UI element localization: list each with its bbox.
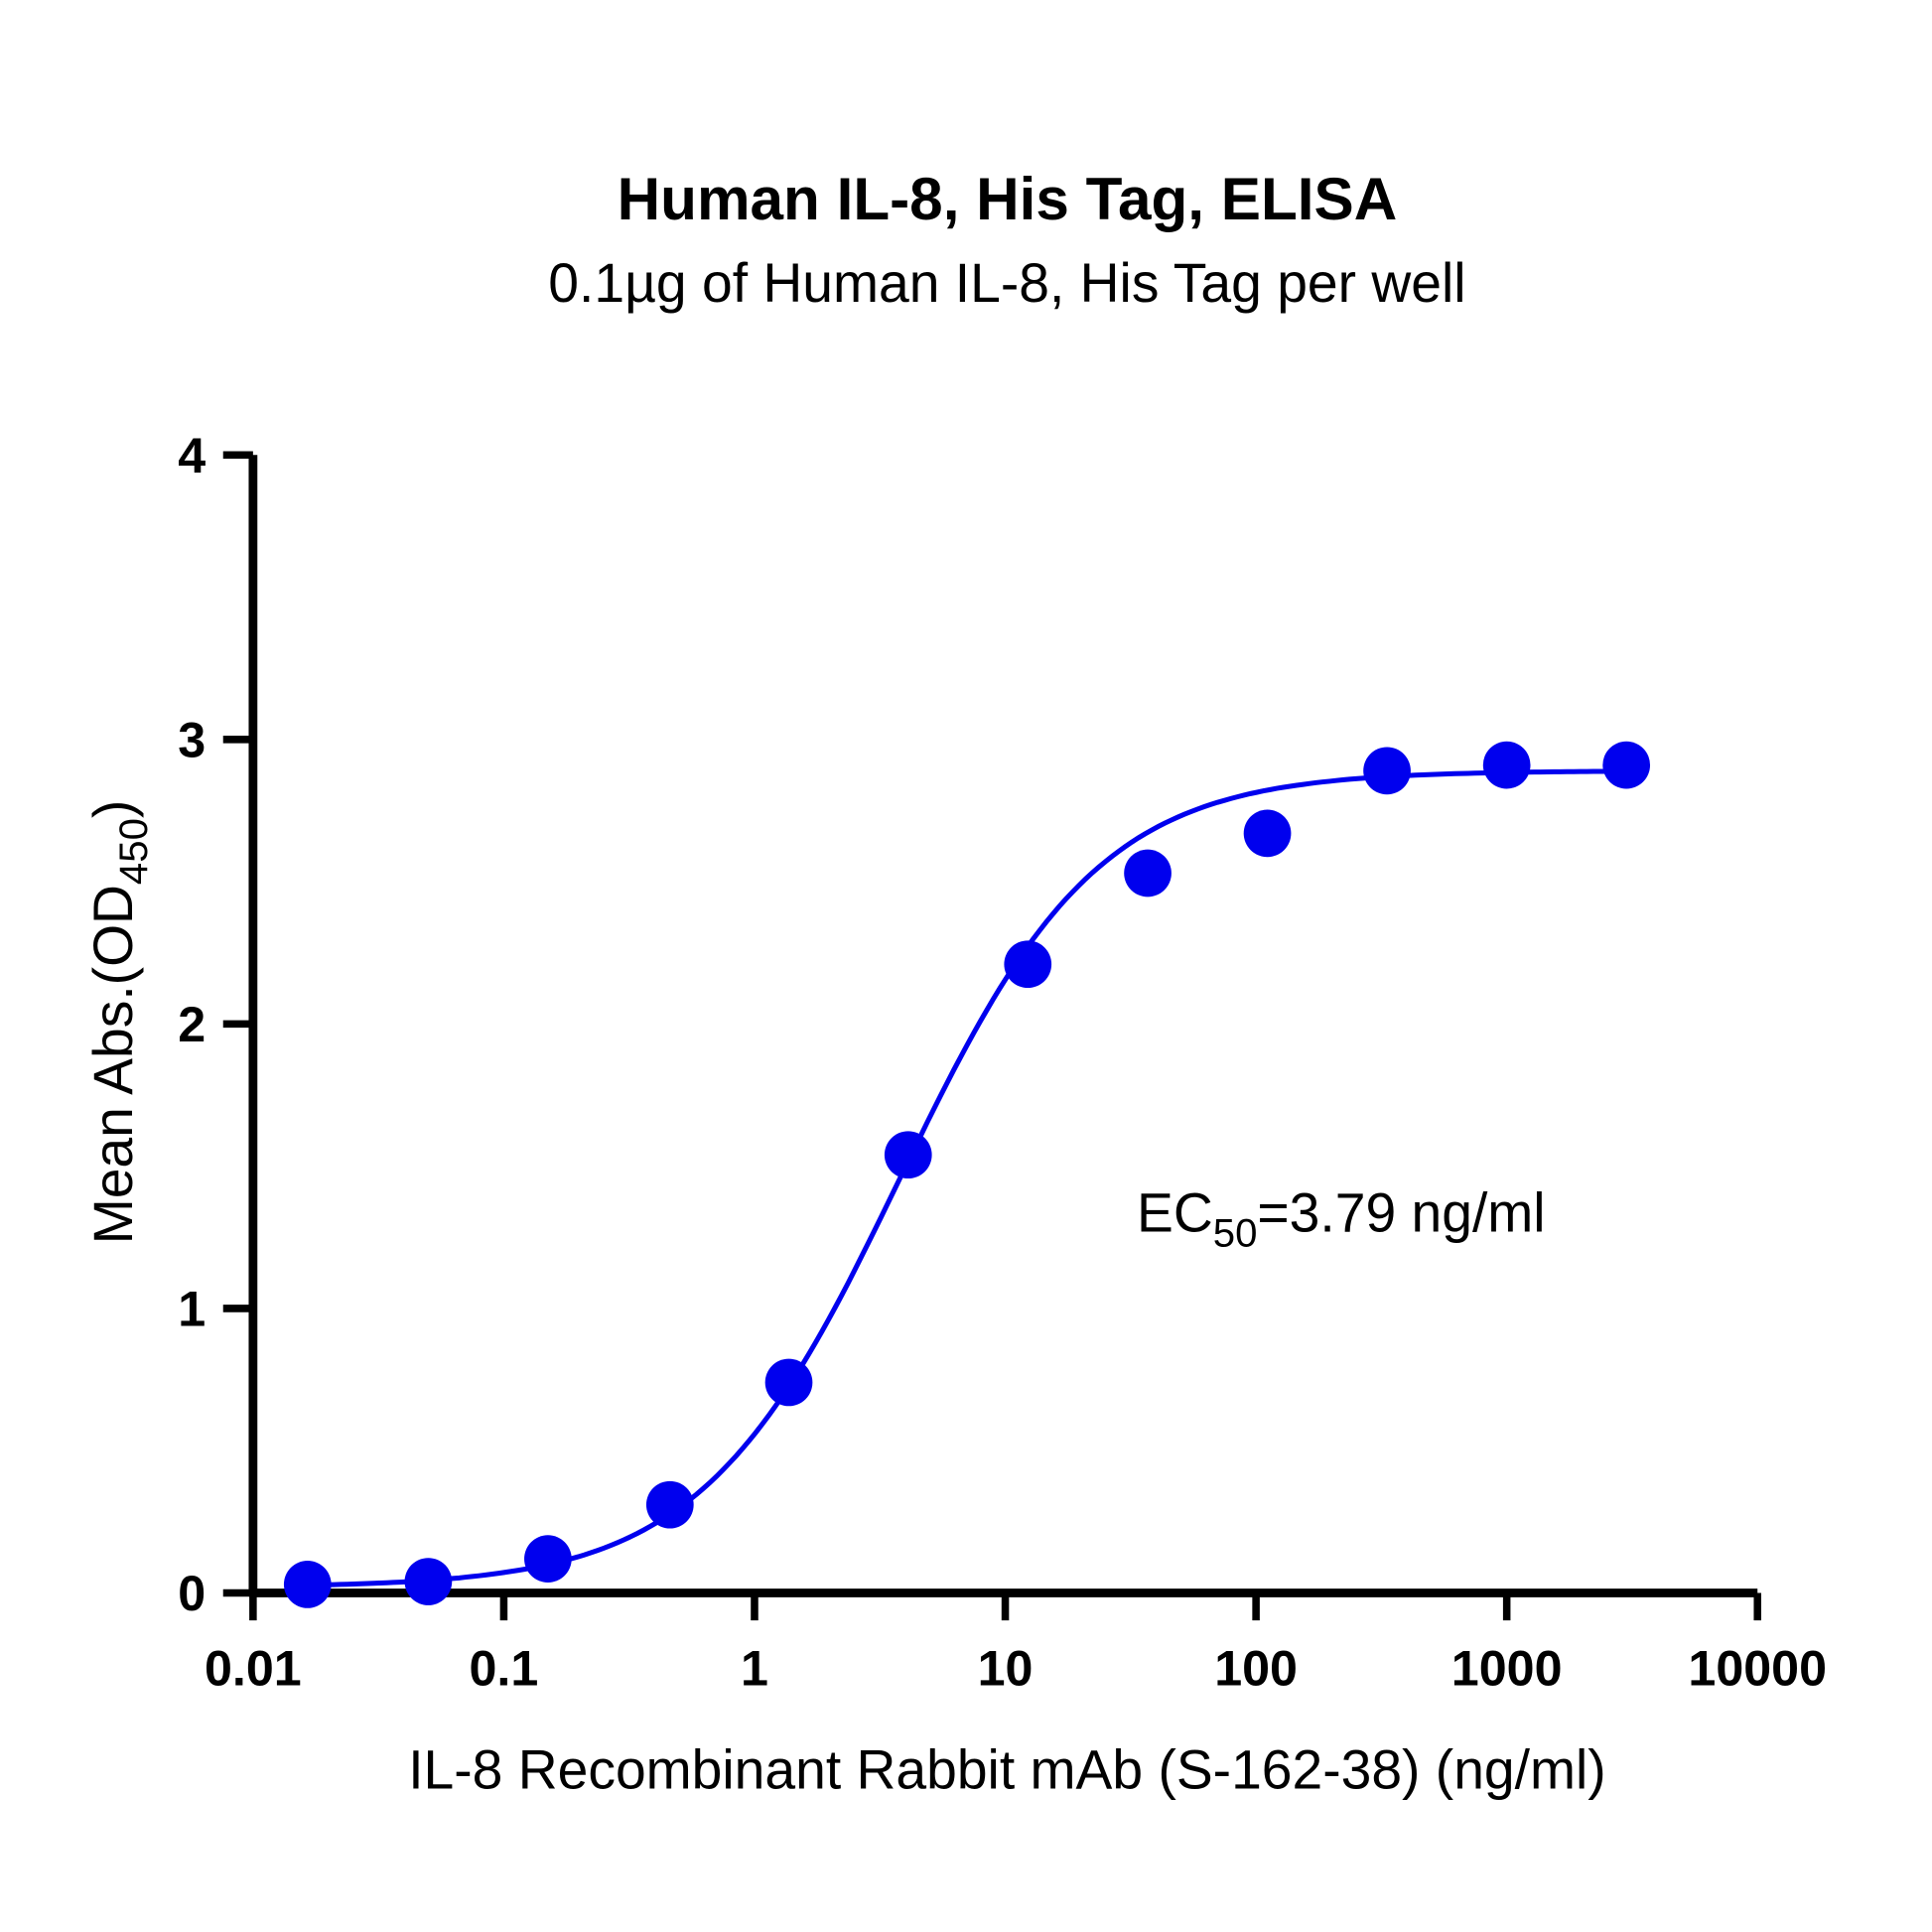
- chart-title: Human IL-8, His Tag, ELISA: [618, 165, 1398, 232]
- y-label-main: Mean Abs.(OD: [82, 885, 144, 1244]
- y-tick-label: 0: [178, 1566, 206, 1621]
- x-tick-label: 0.01: [205, 1640, 302, 1696]
- axes: 0.01 0.1 1 10 100 1000 10000 0 1 2 3 4: [178, 428, 1827, 1697]
- y-tick-label: 2: [178, 997, 206, 1052]
- data-point: [1602, 741, 1651, 789]
- fit-curve: [307, 768, 1627, 1588]
- chart-subtitle: 0.1µg of Human IL-8, His Tag per well: [548, 252, 1465, 314]
- y-tick-label: 4: [178, 428, 206, 483]
- y-label-sub: 450: [111, 818, 156, 885]
- x-tick-label: 100: [1214, 1640, 1298, 1696]
- data-point: [404, 1558, 453, 1605]
- x-tick-label: 10: [978, 1640, 1034, 1696]
- ec50-prefix: EC: [1137, 1181, 1213, 1243]
- y-tick-label: 3: [178, 712, 206, 767]
- ec50-value: =3.79 ng/ml: [1257, 1181, 1545, 1243]
- ec50-sub: 50: [1213, 1210, 1258, 1255]
- data-point: [1363, 747, 1411, 795]
- data-point: [764, 1358, 813, 1407]
- x-tick-label: 10000: [1688, 1640, 1827, 1696]
- data-point: [1124, 849, 1172, 897]
- x-axis-label: IL-8 Recombinant Rabbit mAb (S-162-38) (…: [408, 1739, 1605, 1801]
- data-point: [884, 1131, 932, 1179]
- data-point: [1482, 741, 1531, 789]
- x-tick-label: 1: [741, 1640, 768, 1696]
- data-point: [1004, 940, 1052, 989]
- y-label-end: ): [82, 800, 144, 818]
- data-point: [645, 1480, 694, 1529]
- x-tick-label: 1000: [1451, 1640, 1563, 1696]
- data-point: [524, 1535, 572, 1583]
- data-points: [283, 741, 1651, 1608]
- x-tick-label: 0.1: [470, 1640, 539, 1696]
- y-axis-label: Mean Abs.(OD450): [82, 800, 156, 1245]
- data-point: [283, 1561, 332, 1608]
- ec50-annotation: EC50=3.79 ng/ml: [1137, 1181, 1546, 1255]
- y-tick-label: 1: [178, 1282, 206, 1337]
- data-point: [1243, 809, 1292, 858]
